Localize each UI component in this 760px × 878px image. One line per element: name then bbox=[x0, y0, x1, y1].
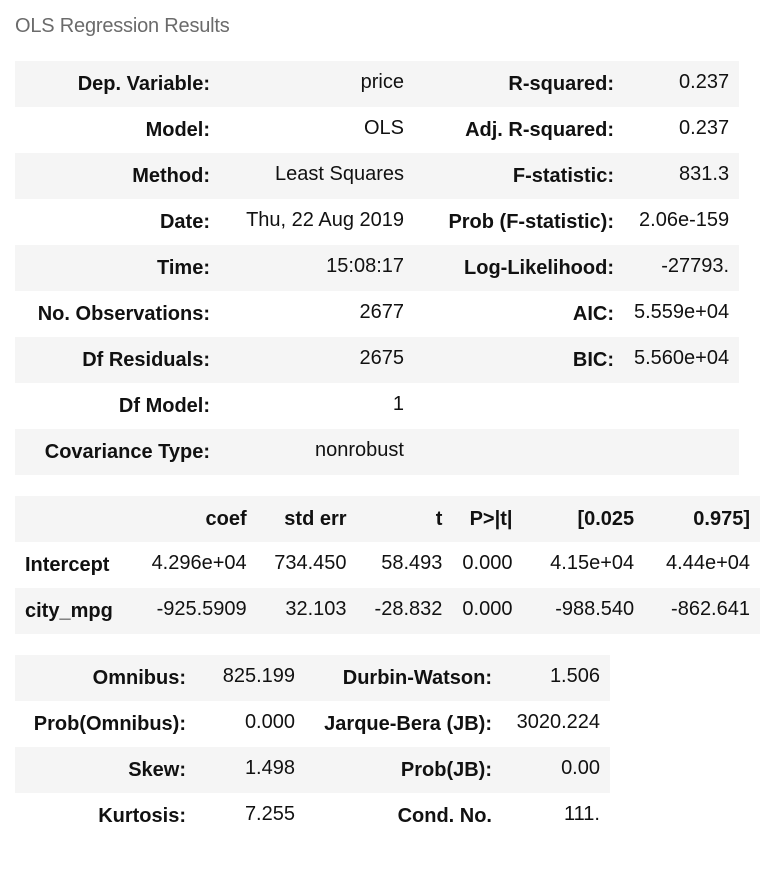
model-label: Model: bbox=[145, 118, 210, 141]
table-cell: 0.000 bbox=[452, 588, 523, 634]
skew-value: 1.498 bbox=[196, 747, 305, 793]
column-header bbox=[15, 496, 133, 542]
row-label-city-mpg: city_mpg bbox=[15, 588, 133, 634]
table-cell: 4.44e+04 bbox=[666, 552, 750, 574]
column-header-coef: coef bbox=[132, 496, 257, 542]
table-row: Df Model: 1 bbox=[15, 383, 739, 429]
df-model-label: Df Model: bbox=[118, 394, 210, 417]
df-residuals-value: 2675 bbox=[220, 337, 414, 383]
df-model-value: 1 bbox=[392, 393, 404, 415]
table-row: Omnibus: 825.199 Durbin-Watson: 1.506 bbox=[15, 655, 610, 701]
model-summary-table: Dep. Variable: price R-squared: 0.237 Mo… bbox=[15, 61, 740, 475]
adj-r-squared-label: Adj. R-squared: bbox=[465, 118, 614, 141]
table-row: Date: Thu, 22 Aug 2019 Prob (F-statistic… bbox=[15, 199, 739, 245]
table-cell: 4.296e+04 bbox=[151, 552, 247, 574]
time-value: 15:08:17 bbox=[220, 245, 414, 291]
table-cell: 734.450 bbox=[274, 552, 347, 574]
method-value: Least Squares bbox=[220, 153, 414, 199]
table-cell: -988.540 bbox=[522, 588, 645, 634]
durbin-watson-value: 1.506 bbox=[502, 655, 610, 701]
table-row: Prob(Omnibus): 0.000 Jarque-Bera (JB): 3… bbox=[15, 701, 610, 747]
prob-omnibus-label: Prob(Omnibus): bbox=[33, 712, 186, 735]
bic-value: 5.560e+04 bbox=[624, 337, 740, 383]
prob-jb-value: 0.00 bbox=[502, 747, 610, 793]
dep-variable-value: price bbox=[220, 61, 414, 107]
diagnostics-table: Omnibus: 825.199 Durbin-Watson: 1.506 Pr… bbox=[15, 655, 610, 839]
cond-no-value: 111. bbox=[564, 803, 600, 825]
skew-label: Skew: bbox=[15, 747, 196, 793]
adj-r-squared-value: 0.237 bbox=[679, 117, 730, 139]
omnibus-value: 825.199 bbox=[196, 655, 305, 701]
log-likelihood-value: -27793. bbox=[624, 245, 740, 291]
row-label-intercept: Intercept bbox=[25, 553, 110, 576]
kurtosis-label: Kurtosis: bbox=[98, 804, 186, 827]
column-header-ci-upper: 0.975] bbox=[644, 496, 760, 542]
f-statistic-label: F-statistic: bbox=[414, 153, 624, 199]
cond-no-label: Cond. No. bbox=[397, 804, 492, 827]
prob-f-statistic-label: Prob (F-statistic): bbox=[448, 210, 614, 233]
table-caption: OLS Regression Results bbox=[15, 15, 230, 37]
table-cell: 58.493 bbox=[381, 552, 443, 574]
empty-cell bbox=[624, 383, 739, 429]
r-squared-value: 0.237 bbox=[624, 61, 740, 107]
table-row: Time: 15:08:17 Log-Likelihood: -27793. bbox=[15, 245, 740, 291]
log-likelihood-label: Log-Likelihood: bbox=[414, 245, 624, 291]
table-cell: -862.641 bbox=[644, 588, 760, 634]
df-residuals-label: Df Residuals: bbox=[15, 337, 220, 383]
time-label: Time: bbox=[15, 245, 220, 291]
table-cell: 32.103 bbox=[256, 588, 357, 634]
model-value: OLS bbox=[363, 117, 404, 139]
table-row: Skew: 1.498 Prob(JB): 0.00 bbox=[15, 747, 610, 793]
covariance-type-value: nonrobust bbox=[220, 429, 414, 475]
prob-omnibus-value: 0.000 bbox=[244, 711, 295, 733]
column-header-std-err: std err bbox=[256, 496, 357, 542]
column-header-t: t bbox=[356, 496, 453, 542]
table-row: Method: Least Squares F-statistic: 831.3 bbox=[15, 153, 740, 199]
table-cell: 4.15e+04 bbox=[550, 552, 635, 574]
column-header-p-value: P>|t| bbox=[452, 496, 523, 542]
date-value: Thu, 22 Aug 2019 bbox=[246, 209, 404, 231]
table-cell: -28.832 bbox=[356, 588, 453, 634]
prob-jb-label: Prob(JB): bbox=[305, 747, 502, 793]
table-row: Df Residuals: 2675 BIC: 5.560e+04 bbox=[15, 337, 740, 383]
table-row: Kurtosis: 7.255 Cond. No. 111. bbox=[15, 793, 610, 839]
aic-label: AIC: bbox=[572, 302, 614, 325]
durbin-watson-label: Durbin-Watson: bbox=[305, 655, 502, 701]
table-row: Model: OLS Adj. R-squared: 0.237 bbox=[15, 107, 739, 153]
coefficients-table: coef std err t P>|t| [0.025 0.975] Inter… bbox=[15, 496, 760, 634]
empty-cell bbox=[624, 429, 740, 475]
table-row: Intercept 4.296e+04 734.450 58.493 0.000… bbox=[15, 542, 760, 588]
prob-f-statistic-value: 2.06e-159 bbox=[639, 209, 730, 231]
table-row: Covariance Type: nonrobust bbox=[15, 429, 740, 475]
aic-value: 5.559e+04 bbox=[634, 301, 730, 323]
table-row: city_mpg -925.5909 32.103 -28.832 0.000 … bbox=[15, 588, 760, 634]
table-row: No. Observations: 2677 AIC: 5.559e+04 bbox=[15, 291, 739, 337]
jarque-bera-value: 3020.224 bbox=[516, 711, 600, 733]
table-cell: -925.5909 bbox=[132, 588, 257, 634]
covariance-type-label: Covariance Type: bbox=[15, 429, 220, 475]
table-row: Dep. Variable: price R-squared: 0.237 bbox=[15, 61, 740, 107]
no-observations-value: 2677 bbox=[359, 301, 405, 323]
jarque-bera-label: Jarque-Bera (JB): bbox=[324, 712, 492, 735]
table-cell: 0.000 bbox=[462, 552, 513, 574]
column-header-ci-lower: [0.025 bbox=[522, 496, 645, 542]
no-observations-label: No. Observations: bbox=[37, 302, 210, 325]
r-squared-label: R-squared: bbox=[414, 61, 624, 107]
table-header-row: coef std err t P>|t| [0.025 0.975] bbox=[15, 496, 760, 542]
empty-cell bbox=[414, 383, 624, 429]
bic-label: BIC: bbox=[414, 337, 624, 383]
method-label: Method: bbox=[15, 153, 220, 199]
dep-variable-label: Dep. Variable: bbox=[15, 61, 220, 107]
f-statistic-value: 831.3 bbox=[624, 153, 740, 199]
date-label: Date: bbox=[159, 210, 210, 233]
empty-cell bbox=[414, 429, 624, 475]
kurtosis-value: 7.255 bbox=[244, 803, 295, 825]
omnibus-label: Omnibus: bbox=[15, 655, 196, 701]
